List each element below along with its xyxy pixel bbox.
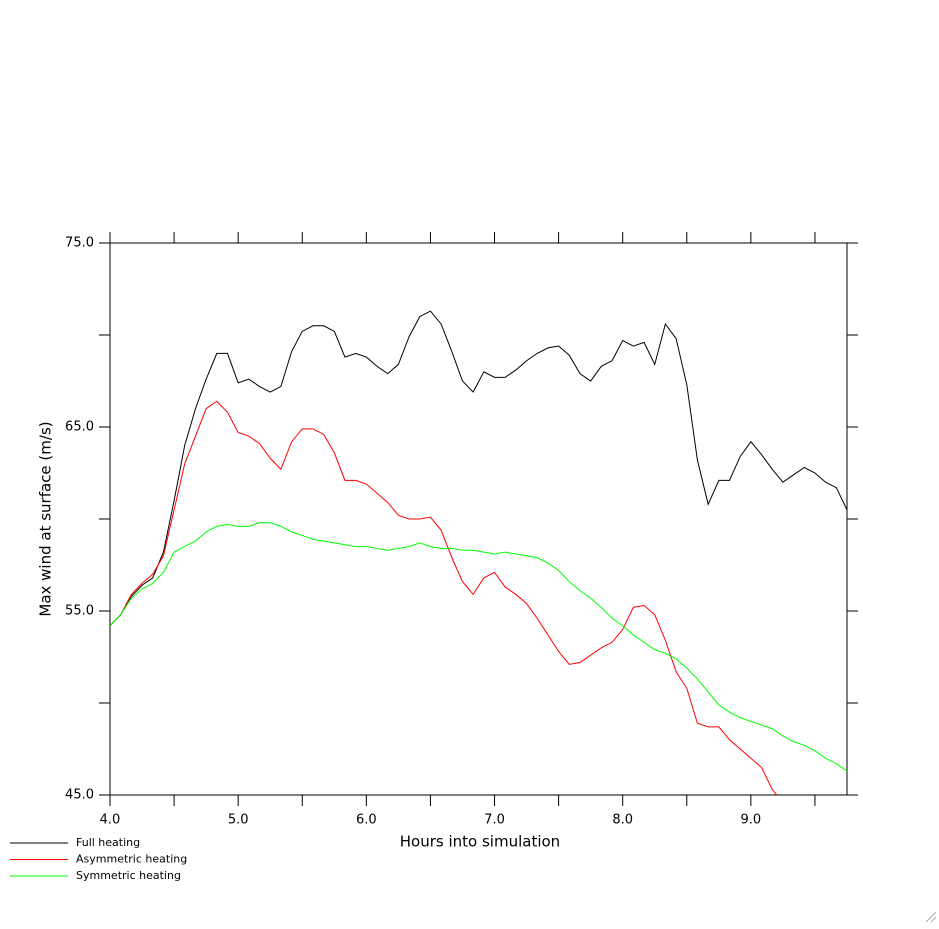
x-tick-label: 5.0 <box>228 813 249 828</box>
resize-grip <box>925 911 937 923</box>
legend-label: Symmetric heating <box>76 869 181 882</box>
x-tick-label: 4.0 <box>100 813 121 828</box>
legend-label: Asymmetric heating <box>76 853 187 866</box>
y-tick-label: 65.0 <box>65 420 94 435</box>
plot-frame <box>109 242 848 796</box>
y-axis-label: Max wind at surface (m/s) <box>37 421 55 616</box>
x-tick-label: 7.0 <box>484 813 505 828</box>
y-tick-label: 55.0 <box>65 604 94 619</box>
x-axis-label: Hours into simulation <box>400 833 560 851</box>
x-tick-label: 6.0 <box>356 813 377 828</box>
data-line <box>110 522 847 772</box>
x-tick-label: 9.0 <box>741 813 762 828</box>
x-tick-label: 8.0 <box>612 813 633 828</box>
data-line <box>110 310 847 627</box>
legend-label: Full heating <box>76 836 140 849</box>
data-line <box>110 400 778 795</box>
y-tick-label: 75.0 <box>65 236 94 251</box>
y-tick-label: 45.0 <box>65 788 94 803</box>
